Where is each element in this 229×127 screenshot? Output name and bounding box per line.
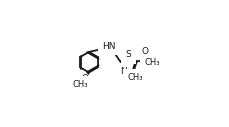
Text: N: N <box>120 67 126 76</box>
Text: CH₃: CH₃ <box>72 80 88 89</box>
Text: O: O <box>81 74 88 83</box>
Text: O: O <box>141 46 148 55</box>
Text: CH₃: CH₃ <box>127 73 143 82</box>
Text: S: S <box>126 50 131 59</box>
Text: CH₃: CH₃ <box>144 58 160 67</box>
Text: HN: HN <box>102 42 116 51</box>
